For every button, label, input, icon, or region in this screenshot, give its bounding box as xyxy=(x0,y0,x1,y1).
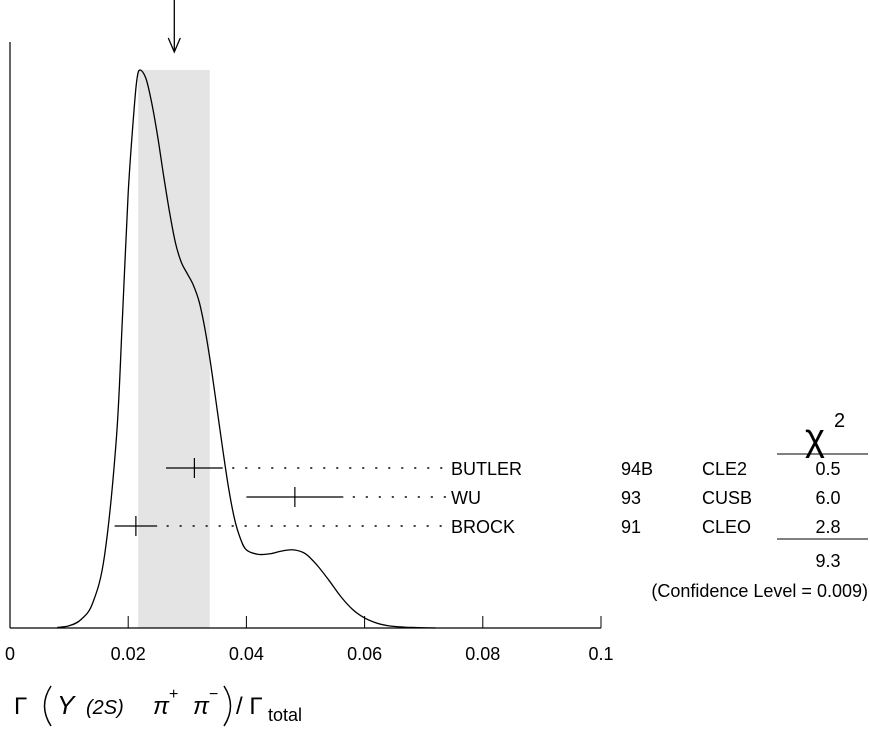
svg-text:−: − xyxy=(209,686,218,703)
svg-text:π: π xyxy=(153,693,170,720)
x-tick-label: 0.02 xyxy=(111,644,146,664)
svg-text:total: total xyxy=(268,705,302,725)
measurement-name: BROCK xyxy=(451,517,515,537)
average-arrow xyxy=(167,0,181,54)
x-tick-label: 0.1 xyxy=(588,644,613,664)
measurement-chi2: 6.0 xyxy=(815,488,840,508)
measurement-name: WU xyxy=(451,488,481,508)
average-band xyxy=(138,70,210,628)
left-paren xyxy=(43,685,52,727)
right-paren xyxy=(223,685,232,727)
svg-text:/ Γ: / Γ xyxy=(236,693,263,720)
confidence-level: (Confidence Level = 0.009) xyxy=(651,581,868,601)
measurement-chi2: 0.5 xyxy=(815,459,840,479)
measurement-name: BUTLER xyxy=(451,459,522,479)
chi2-header-sup: 2 xyxy=(834,410,845,432)
measurement-experiment: CLE2 xyxy=(702,459,747,479)
chi2-total: 9.3 xyxy=(815,551,840,571)
svg-text:Γ: Γ xyxy=(14,693,27,720)
svg-text:π: π xyxy=(193,693,210,720)
chi2-header: χ xyxy=(805,417,825,459)
x-tick-label: 0 xyxy=(5,644,15,664)
measurement-year: 94B xyxy=(621,459,653,479)
measurement-year: 93 xyxy=(621,488,641,508)
measurement-experiment: CUSB xyxy=(702,488,752,508)
average-arrow-head xyxy=(167,37,181,54)
measurement-chi2: 2.8 xyxy=(815,517,840,537)
density-curve xyxy=(57,69,436,629)
svg-text:Υ: Υ xyxy=(57,690,76,720)
measurement-experiment: CLEO xyxy=(702,517,751,537)
x-tick-label: 0.04 xyxy=(229,644,264,664)
error-bars xyxy=(114,458,344,536)
x-axis-ticks: 0 0.02 0.04 0.06 0.08 0.1 xyxy=(5,616,614,664)
x-tick-label: 0.08 xyxy=(465,644,500,664)
measurement-year: 91 xyxy=(621,517,641,537)
measurement-rows: BUTLER 94B CLE2 0.5 WU 93 CUSB 6.0 BROCK 91 CLEO 2.… xyxy=(451,459,841,537)
svg-text:(2S): (2S) xyxy=(86,697,124,719)
x-axis-label: Γ Υ (2S) π + π − / Γ total xyxy=(14,685,302,727)
x-tick-label: 0.06 xyxy=(347,644,382,664)
svg-text:+: + xyxy=(169,686,178,703)
